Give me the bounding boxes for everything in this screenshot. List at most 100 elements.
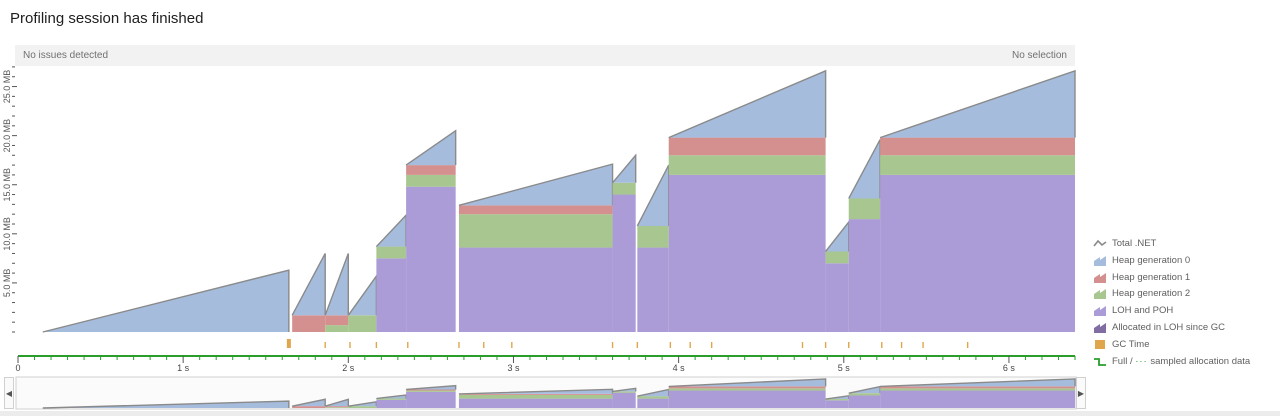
legend-item-total-net[interactable]: Total .NET — [1093, 238, 1250, 255]
x-tick-label: 2 s — [342, 363, 355, 373]
overview-total-net-line-7 — [612, 387, 637, 393]
main-gen2-band-10 — [825, 251, 849, 264]
scroll-right-button[interactable]: ▶ — [1076, 377, 1086, 409]
main-loh-band-10 — [825, 263, 849, 332]
overview-gen2-band-7 — [612, 391, 636, 393]
main-gen2-band-4 — [376, 246, 407, 259]
main-total-net-line-0 — [42, 269, 290, 333]
gc-time-marker — [511, 342, 513, 348]
y-tick-label: 20.0 MB — [2, 119, 12, 153]
legend-label: Heap generation 2 — [1112, 288, 1191, 300]
gc-time-marker — [900, 342, 903, 348]
main-gen1-band-1 — [292, 315, 326, 332]
overview-gen1-band-9 — [668, 386, 826, 389]
overview-gen1-band-5 — [406, 389, 456, 391]
overview-total-net-line-0 — [42, 400, 290, 409]
gc-time-marker — [286, 339, 291, 348]
gc-time-marker — [324, 342, 326, 348]
page-title: Profiling session has finished — [10, 10, 204, 27]
legend-label: Heap generation 1 — [1112, 271, 1191, 283]
area-icon — [1094, 289, 1106, 300]
legend-label: Allocated in LOH since GC — [1112, 321, 1225, 333]
main-gen2-band-7 — [612, 182, 636, 195]
y-tick-label: 15.0 MB — [2, 168, 12, 202]
legend-item-gen0[interactable]: Heap generation 0 — [1093, 255, 1250, 272]
overview-gen2-band-6 — [458, 394, 613, 399]
main-total-net-line-1 — [291, 253, 326, 316]
gc-time-marker — [349, 342, 351, 348]
legend-label: GC Time — [1112, 338, 1150, 350]
legend-label: Heap generation 0 — [1112, 254, 1191, 266]
x-tick-label: 6 s — [1003, 363, 1016, 373]
gc-time-marker — [375, 342, 378, 348]
legend-item-alloc-loh[interactable]: Allocated in LOH since GC — [1093, 322, 1250, 339]
main-gen2-band-11 — [848, 198, 881, 220]
overview-gen2-band-4 — [376, 398, 407, 400]
main-gen1-band-5 — [406, 165, 456, 175]
main-gen2-band-9 — [668, 155, 826, 175]
area-icon — [1094, 272, 1106, 283]
main-loh-band-11 — [848, 219, 881, 332]
main-total-net-line-12 — [879, 69, 1076, 139]
main-total-net-line-5 — [405, 129, 457, 166]
area-icon — [1094, 322, 1106, 333]
gc-time-marker — [710, 342, 713, 348]
gc-time-marker — [689, 342, 691, 348]
square-icon — [1095, 339, 1105, 349]
main-gen2-band-12 — [880, 155, 1075, 175]
overview-gen2-band-12 — [880, 388, 1075, 391]
status-bar: No issues detected No selection — [15, 45, 1075, 66]
overview-total-net-line-9 — [668, 378, 827, 388]
gc-time-marker — [824, 342, 827, 348]
overview-loh-band-12 — [880, 390, 1075, 408]
legend-item-gc-time[interactable]: GC Time — [1093, 339, 1250, 356]
legend-label: LOH and POH — [1112, 305, 1174, 317]
main-gen1-band-2 — [325, 315, 349, 326]
main-loh-band-9 — [668, 174, 826, 332]
overview-loh-band-9 — [668, 390, 826, 408]
overview-gen2-band-3 — [348, 406, 377, 408]
horizontal-scrollbar[interactable] — [0, 411, 1280, 416]
x-tick-label: 0 — [15, 363, 20, 373]
area-icon — [1094, 255, 1106, 266]
gc-time-marker — [458, 342, 460, 348]
legend-item-loh[interactable]: LOH and POH — [1093, 305, 1250, 322]
x-tick-label: 4 s — [673, 363, 686, 373]
overview-loh-band-7 — [612, 392, 636, 408]
main-loh-band-12 — [880, 174, 1075, 332]
main-gen2-band-3 — [348, 315, 377, 332]
overview-gen1-band-2 — [325, 406, 349, 408]
area-icon — [1094, 306, 1106, 317]
overview-gen2-band-10 — [825, 399, 849, 401]
main-loh-band-7 — [612, 194, 636, 332]
main-gen2-band-5 — [406, 174, 456, 187]
scroll-left-button[interactable]: ◀ — [4, 377, 14, 409]
main-gen2-band-6 — [458, 214, 613, 248]
legend-label: Total .NET — [1112, 238, 1157, 249]
overview-loh-band-11 — [848, 395, 881, 408]
gc-time-marker — [483, 342, 485, 348]
legend-item-gen2[interactable]: Heap generation 2 — [1093, 288, 1250, 305]
x-tick-label: 1 s — [177, 363, 190, 373]
main-total-net-line-7 — [612, 153, 637, 184]
y-tick-label: 25.0 MB — [2, 70, 12, 104]
gc-time-marker — [636, 342, 639, 348]
overview-loh-band-4 — [376, 399, 407, 408]
y-axis: 5.0 MB 10.0 MB 15.0 MB 20.0 MB 25.0 MB — [2, 66, 17, 333]
legend-item-gen1[interactable]: Heap generation 1 — [1093, 272, 1250, 289]
overview-strip[interactable] — [15, 376, 1077, 410]
overview-total-net-line-5 — [406, 384, 457, 391]
x-tick-label: 3 s — [507, 363, 520, 373]
main-loh-band-8 — [637, 247, 669, 332]
overview-gen1-band-12 — [880, 386, 1075, 389]
legend-item-allocation-data[interactable]: Full / ··· sampled allocation data — [1093, 356, 1250, 373]
main-gen1-band-12 — [880, 137, 1075, 156]
selection-status: No selection — [1011, 50, 1067, 61]
overview-gen1-band-1 — [292, 406, 326, 408]
main-total-net-line-2 — [324, 253, 350, 316]
overview-total-net-line-1 — [292, 398, 326, 407]
main-gen1-band-6 — [458, 205, 613, 215]
gc-time-marker — [801, 342, 804, 348]
main-plot-area[interactable] — [42, 69, 1076, 333]
